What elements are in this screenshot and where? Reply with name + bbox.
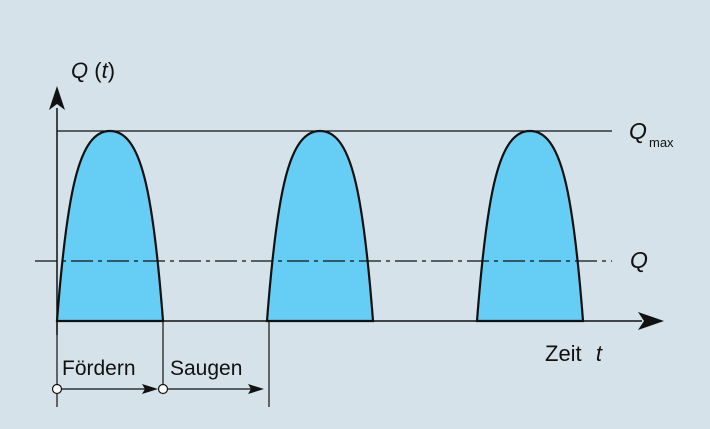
y-axis-arrow	[49, 86, 65, 110]
x-axis-arrow	[638, 312, 664, 330]
foerdern-start-dot	[51, 383, 63, 395]
x-axis-label: Zeit t	[545, 341, 603, 366]
saugen-arrowhead	[248, 384, 264, 394]
mean-label: Q	[630, 247, 648, 273]
max-label: Q	[629, 118, 647, 144]
y-axis-label: Q (t)	[71, 58, 115, 83]
saugen-start-dot	[157, 383, 169, 395]
max-label-subscript: max	[649, 135, 674, 150]
phase-label-foerdern: Fördern	[62, 357, 136, 380]
foerdern-arrowhead	[142, 384, 158, 394]
pulse-3	[475, 129, 585, 323]
pulse-1	[55, 129, 165, 323]
pulse-group	[55, 129, 585, 323]
phase-label-saugen: Saugen	[170, 357, 242, 380]
pulse-2	[265, 129, 375, 323]
